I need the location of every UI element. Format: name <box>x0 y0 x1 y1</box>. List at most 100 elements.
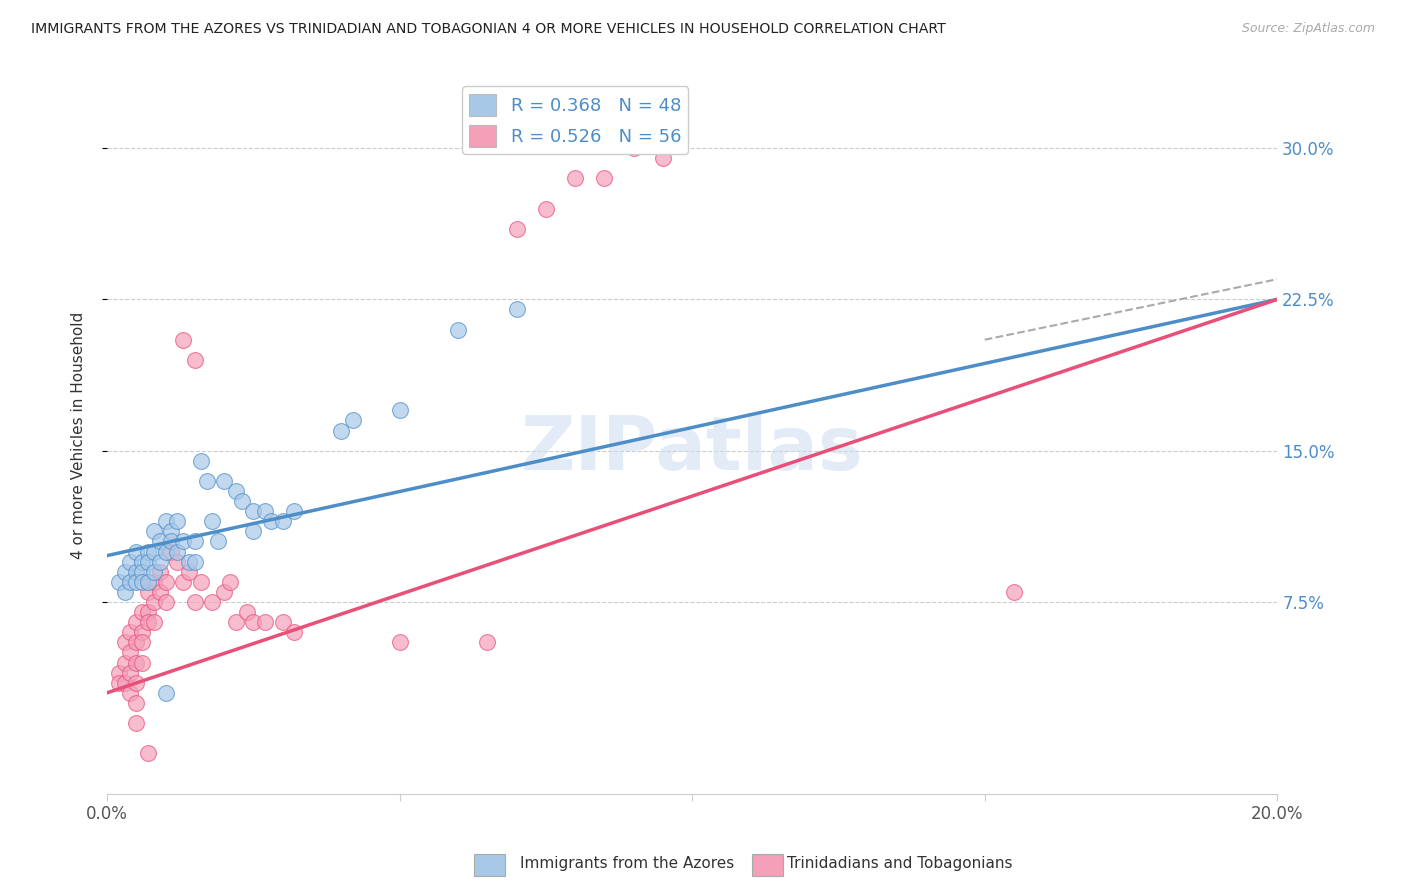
Point <box>120 625 142 640</box>
Point <box>242 524 264 539</box>
Point <box>125 615 148 630</box>
Point <box>114 585 136 599</box>
Point <box>225 483 247 498</box>
Point <box>107 665 129 680</box>
Point <box>131 565 153 579</box>
Point <box>201 595 224 609</box>
Legend: R = 0.368   N = 48, R = 0.526   N = 56: R = 0.368 N = 48, R = 0.526 N = 56 <box>463 87 689 154</box>
Point <box>142 574 165 589</box>
Point <box>125 656 148 670</box>
Point <box>505 302 527 317</box>
Point <box>125 696 148 710</box>
Point <box>149 565 172 579</box>
Point <box>107 574 129 589</box>
Point <box>271 615 294 630</box>
Point <box>172 574 194 589</box>
Point <box>330 424 353 438</box>
Point <box>236 605 259 619</box>
Point <box>114 656 136 670</box>
Point <box>283 625 305 640</box>
Point <box>107 675 129 690</box>
Point <box>155 574 177 589</box>
Point <box>136 585 159 599</box>
Point <box>172 333 194 347</box>
Text: IMMIGRANTS FROM THE AZORES VS TRINIDADIAN AND TOBAGONIAN 4 OR MORE VEHICLES IN H: IMMIGRANTS FROM THE AZORES VS TRINIDADIA… <box>31 22 946 37</box>
Point <box>242 504 264 518</box>
Point <box>254 504 277 518</box>
Point <box>125 565 148 579</box>
Point <box>177 565 200 579</box>
Point <box>155 595 177 609</box>
Point <box>505 221 527 235</box>
Point <box>125 675 148 690</box>
Point <box>149 555 172 569</box>
Point <box>447 323 470 337</box>
Point <box>212 585 235 599</box>
Text: Immigrants from the Azores: Immigrants from the Azores <box>520 856 734 871</box>
Point <box>142 524 165 539</box>
Point <box>623 141 645 155</box>
Point <box>207 534 229 549</box>
Point <box>184 595 207 609</box>
Point <box>149 585 172 599</box>
Point <box>114 675 136 690</box>
Point <box>120 574 142 589</box>
Point <box>184 534 207 549</box>
Point <box>534 202 557 216</box>
Point <box>120 555 142 569</box>
Point <box>254 615 277 630</box>
Point <box>136 747 159 761</box>
Point <box>166 555 188 569</box>
Point <box>184 555 207 569</box>
Point <box>219 574 242 589</box>
Point <box>184 352 207 367</box>
Point <box>125 574 148 589</box>
Text: Trinidadians and Tobagonians: Trinidadians and Tobagonians <box>787 856 1012 871</box>
Point <box>125 716 148 731</box>
Point <box>231 494 253 508</box>
Text: ZIPatlas: ZIPatlas <box>520 413 863 486</box>
Point <box>260 514 283 528</box>
Point <box>593 171 616 186</box>
Point <box>120 645 142 659</box>
Point <box>155 514 177 528</box>
Point <box>125 544 148 558</box>
Point <box>142 615 165 630</box>
Point <box>131 656 153 670</box>
Point <box>212 474 235 488</box>
Point <box>142 565 165 579</box>
Point <box>131 625 153 640</box>
Point <box>160 544 183 558</box>
Point <box>136 574 159 589</box>
Point <box>190 454 212 468</box>
Point <box>120 686 142 700</box>
Point <box>131 635 153 649</box>
Point <box>195 474 218 488</box>
Point <box>142 595 165 609</box>
Point <box>271 514 294 528</box>
Point <box>564 171 586 186</box>
Point <box>131 574 153 589</box>
Point <box>136 605 159 619</box>
Point <box>388 403 411 417</box>
Point <box>125 635 148 649</box>
Point <box>242 615 264 630</box>
Point <box>166 514 188 528</box>
Point <box>131 555 153 569</box>
Point <box>651 151 673 165</box>
Point <box>120 665 142 680</box>
Point <box>201 514 224 528</box>
Point <box>155 544 177 558</box>
Point <box>131 605 153 619</box>
Point <box>149 534 172 549</box>
Point <box>136 615 159 630</box>
Point <box>160 534 183 549</box>
Point <box>283 504 305 518</box>
Point <box>155 686 177 700</box>
Point <box>136 555 159 569</box>
Point <box>177 555 200 569</box>
Point <box>114 635 136 649</box>
Point <box>388 635 411 649</box>
Point <box>225 615 247 630</box>
Point <box>342 413 364 427</box>
